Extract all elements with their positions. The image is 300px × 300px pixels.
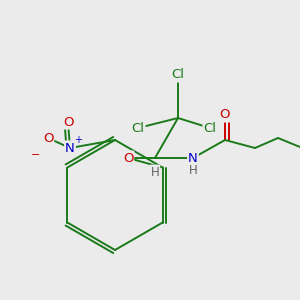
Text: −: − bbox=[31, 150, 41, 160]
Text: Cl: Cl bbox=[172, 68, 184, 82]
Text: H: H bbox=[189, 164, 197, 176]
Text: H: H bbox=[151, 166, 159, 178]
Text: O: O bbox=[123, 152, 133, 164]
Text: O: O bbox=[63, 116, 73, 128]
Text: +: + bbox=[74, 135, 82, 145]
Text: O: O bbox=[220, 109, 230, 122]
Text: Cl: Cl bbox=[131, 122, 145, 134]
Text: N: N bbox=[188, 152, 198, 164]
Text: O: O bbox=[43, 131, 53, 145]
Text: N: N bbox=[65, 142, 75, 154]
Text: Cl: Cl bbox=[203, 122, 217, 134]
